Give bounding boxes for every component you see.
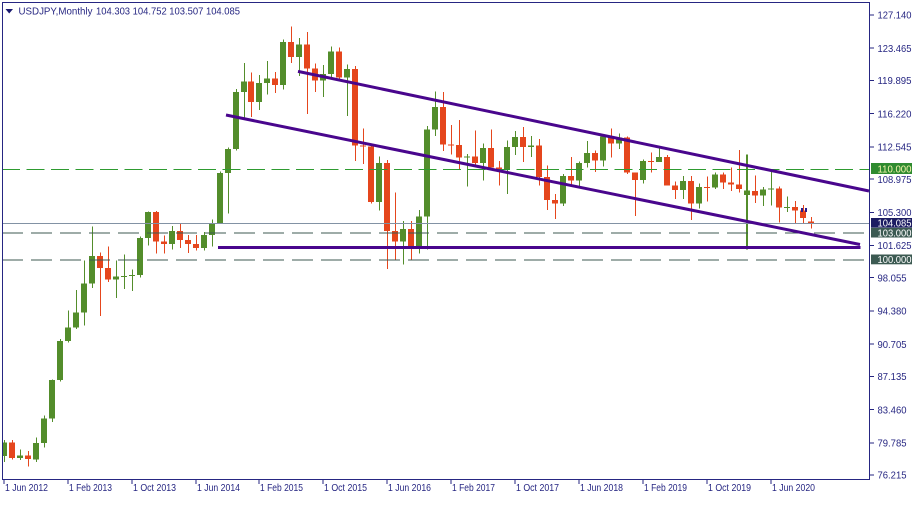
svg-text:1 Jun 2014: 1 Jun 2014 xyxy=(197,482,240,494)
svg-text:87.135: 87.135 xyxy=(878,371,907,383)
svg-text:USDJPY,Monthly: USDJPY,Monthly xyxy=(19,5,94,17)
svg-text:127.140: 127.140 xyxy=(878,10,912,22)
svg-text:110.000: 110.000 xyxy=(878,163,912,175)
svg-text:108.975: 108.975 xyxy=(878,174,912,186)
svg-text:79.785: 79.785 xyxy=(878,438,907,450)
svg-text:1 Oct 2017: 1 Oct 2017 xyxy=(516,482,559,494)
svg-text:1 Jun 2016: 1 Jun 2016 xyxy=(388,482,431,494)
svg-text:103.000: 103.000 xyxy=(878,227,912,239)
svg-text:1 Jun 2020: 1 Jun 2020 xyxy=(772,482,815,494)
svg-text:76.215: 76.215 xyxy=(878,470,907,482)
svg-text:1 Feb 2013: 1 Feb 2013 xyxy=(69,482,112,494)
svg-text:94.380: 94.380 xyxy=(878,306,907,318)
svg-text:1 Feb 2017: 1 Feb 2017 xyxy=(452,482,495,494)
svg-text:112.545: 112.545 xyxy=(878,142,912,154)
svg-text:104.303 104.752 103.507 104.08: 104.303 104.752 103.507 104.085 xyxy=(96,5,240,17)
svg-text:123.465: 123.465 xyxy=(878,43,912,55)
svg-text:1 Jun 2018: 1 Jun 2018 xyxy=(580,482,623,494)
svg-text:104.085: 104.085 xyxy=(878,218,912,230)
svg-text:116.220: 116.220 xyxy=(878,108,912,120)
svg-text:1 Jun 2012: 1 Jun 2012 xyxy=(5,482,48,494)
svg-text:101.625: 101.625 xyxy=(878,240,912,252)
svg-text:83.460: 83.460 xyxy=(878,404,907,416)
svg-text:1 Feb 2015: 1 Feb 2015 xyxy=(260,482,303,494)
svg-text:119.895: 119.895 xyxy=(878,75,912,87)
svg-text:1 Oct 2019: 1 Oct 2019 xyxy=(708,482,751,494)
svg-text:100.000: 100.000 xyxy=(878,254,912,266)
svg-text:105.300: 105.300 xyxy=(878,207,912,219)
svg-text:90.705: 90.705 xyxy=(878,339,907,351)
svg-text:1 Oct 2015: 1 Oct 2015 xyxy=(324,482,367,494)
svg-text:98.055: 98.055 xyxy=(878,272,907,284)
svg-text:1 Oct 2013: 1 Oct 2013 xyxy=(133,482,176,494)
svg-text:1 Feb 2019: 1 Feb 2019 xyxy=(644,482,687,494)
